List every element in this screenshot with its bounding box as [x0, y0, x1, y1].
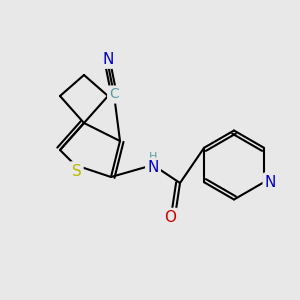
Text: N: N	[147, 160, 159, 175]
Text: N: N	[265, 175, 276, 190]
Text: N: N	[102, 52, 114, 67]
Text: S: S	[72, 164, 81, 178]
Text: C: C	[109, 88, 119, 101]
Text: O: O	[164, 210, 176, 225]
Text: H: H	[149, 152, 157, 162]
